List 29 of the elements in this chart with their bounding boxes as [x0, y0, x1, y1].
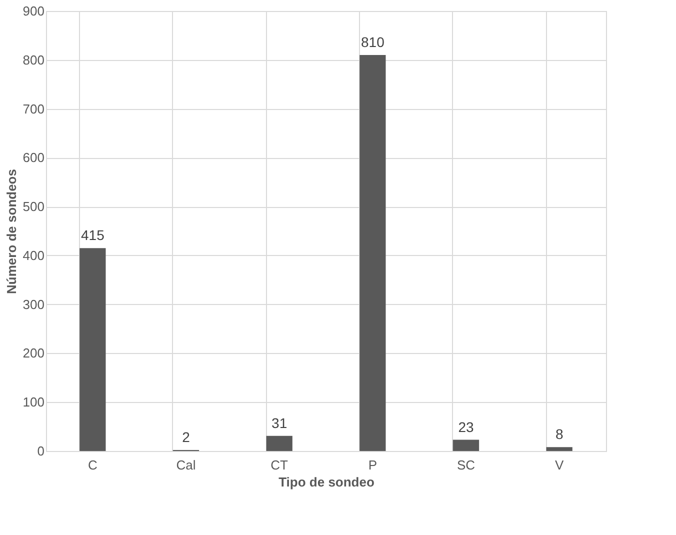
y-tick-label: 700 — [22, 101, 44, 116]
data-label: 2 — [182, 429, 190, 446]
x-tick-label: Cal — [176, 458, 196, 472]
data-label: 810 — [360, 34, 385, 50]
y-tick-label: 800 — [22, 52, 44, 68]
bar — [360, 55, 386, 451]
x-tick-label: P — [368, 458, 378, 472]
y-tick-label: 200 — [22, 346, 44, 361]
y-tick-label: 0 — [37, 444, 44, 458]
bar — [80, 248, 106, 451]
data-label: 31 — [272, 414, 288, 431]
x-tick-label: SC — [456, 458, 476, 472]
bar — [266, 436, 292, 451]
y-tick-label: 100 — [22, 394, 44, 410]
y-tick-label: 600 — [22, 150, 44, 166]
x-tick-label: C — [88, 458, 98, 472]
data-label: 415 — [80, 227, 105, 244]
bar — [546, 447, 572, 451]
y-axis-title: Número de sondeos — [4, 169, 19, 294]
y-tick-label: 900 — [22, 4, 44, 18]
x-tick-label: V — [554, 458, 564, 472]
data-label: 23 — [458, 418, 474, 435]
y-tick-label: 400 — [22, 248, 44, 263]
y-tick-label: 500 — [22, 199, 44, 214]
x-tick-label: CT — [270, 458, 288, 472]
data-label: 8 — [555, 426, 564, 442]
x-axis-title: Tipo de sondeo — [278, 474, 374, 490]
y-tick-label: 300 — [22, 296, 44, 312]
bar — [452, 440, 480, 451]
